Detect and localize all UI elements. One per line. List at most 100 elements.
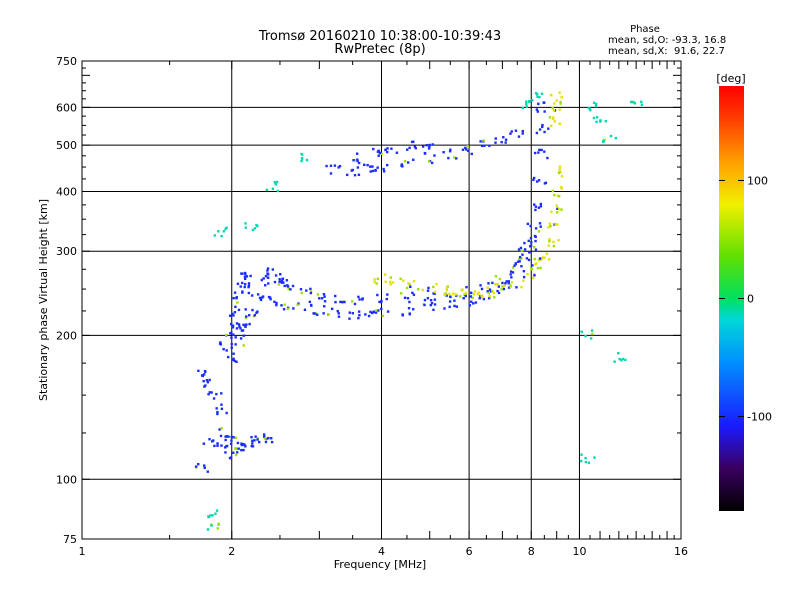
data-point [546, 156, 549, 160]
data-point [558, 108, 561, 111]
data-point [510, 130, 513, 133]
data-point [211, 514, 214, 517]
data-point [497, 291, 501, 295]
data-point [494, 283, 498, 286]
data-point [367, 314, 371, 318]
data-point [594, 102, 598, 106]
data-point [548, 240, 551, 243]
data-point [556, 223, 559, 226]
data-point [469, 295, 473, 298]
data-point [406, 161, 410, 164]
data-point [448, 150, 452, 153]
data-point [236, 301, 239, 304]
data-point [355, 152, 359, 155]
data-point [253, 439, 256, 442]
data-point [300, 152, 303, 156]
data-point [219, 434, 223, 438]
x-tick-label: 6 [466, 545, 473, 558]
data-point [414, 146, 417, 150]
data-point [376, 166, 379, 169]
data-point [363, 163, 366, 167]
data-point [501, 285, 504, 288]
data-point [309, 287, 312, 291]
data-point [427, 286, 430, 290]
data-point [467, 149, 470, 153]
data-point [532, 276, 535, 279]
data-point [323, 295, 326, 298]
data-point [234, 453, 238, 457]
data-point [373, 280, 376, 284]
data-point [403, 296, 407, 300]
x-tick-label: 4 [378, 545, 385, 558]
data-point [558, 122, 561, 125]
data-point [378, 151, 382, 155]
data-point [514, 129, 518, 132]
data-point [389, 280, 392, 284]
data-point [305, 289, 308, 292]
colorbar-tick-label: 0 [747, 293, 754, 306]
data-point [472, 293, 476, 296]
data-point [235, 451, 239, 454]
data-point [493, 296, 496, 299]
data-point [224, 451, 227, 454]
data-point [245, 323, 248, 326]
data-point [234, 336, 237, 339]
data-point [580, 459, 583, 463]
data-point [240, 272, 243, 275]
data-point [525, 257, 529, 260]
data-point [541, 125, 544, 129]
data-point [232, 333, 235, 336]
data-point [240, 442, 243, 445]
data-point [502, 287, 506, 291]
data-point [239, 337, 243, 340]
data-point [369, 170, 372, 173]
data-point [423, 151, 427, 155]
data-point [390, 147, 393, 150]
data-point [357, 173, 361, 176]
data-point [243, 277, 247, 281]
data-point [442, 151, 445, 154]
data-point [525, 105, 529, 108]
data-point [552, 240, 555, 244]
data-point [222, 348, 225, 351]
data-point [520, 285, 523, 289]
data-point [471, 296, 474, 299]
data-point [540, 258, 543, 261]
data-point [491, 289, 494, 293]
data-point [523, 248, 527, 251]
data-point [386, 293, 389, 296]
data-point [378, 300, 381, 304]
data-point [543, 256, 546, 259]
data-point [224, 438, 227, 442]
data-point [259, 298, 263, 302]
data-point [464, 294, 467, 298]
data-point [618, 357, 621, 361]
data-point [466, 145, 469, 148]
data-point [356, 158, 359, 161]
data-point [205, 379, 209, 382]
data-point [267, 282, 270, 285]
data-point [412, 158, 415, 161]
data-point [239, 285, 242, 288]
data-point [537, 258, 541, 262]
data-point [535, 180, 539, 183]
data-point [425, 144, 428, 147]
data-point [244, 226, 248, 229]
data-point [391, 281, 395, 284]
data-point [233, 359, 236, 363]
data-point [408, 300, 411, 304]
data-point [500, 140, 503, 144]
data-point [206, 381, 210, 384]
data-points [194, 91, 644, 531]
data-point [351, 168, 354, 172]
data-point [587, 106, 590, 110]
data-point [386, 147, 389, 150]
data-point [479, 284, 482, 287]
data-point [401, 165, 404, 168]
data-point [200, 374, 204, 377]
data-point [233, 291, 237, 294]
data-point [537, 230, 541, 233]
data-point [280, 304, 283, 307]
data-point [231, 312, 234, 316]
data-point [518, 256, 522, 259]
